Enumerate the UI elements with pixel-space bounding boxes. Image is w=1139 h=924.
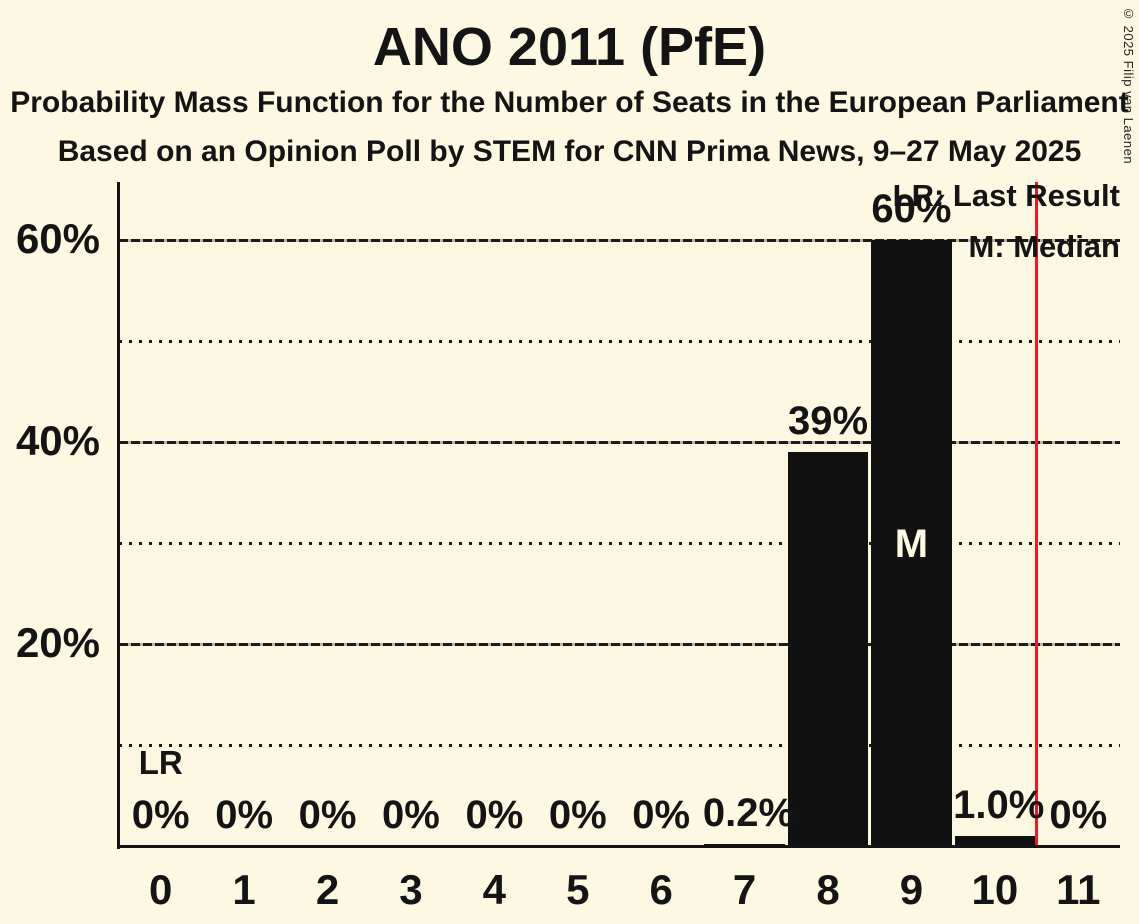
x-axis-label-5: 5	[566, 866, 590, 913]
x-axis-label-9: 9	[899, 866, 924, 913]
x-axis-label-3: 3	[399, 866, 423, 913]
x-axis-label-6: 6	[649, 866, 673, 913]
bar-value-label-1: 0%	[215, 793, 274, 837]
bar-value-label-2: 0%	[298, 793, 357, 837]
gridline-40pct	[119, 441, 1120, 444]
bar-value-label-5: 0%	[548, 793, 607, 837]
bar-value-label-6: 0%	[632, 793, 691, 837]
x-axis-label-4: 4	[482, 866, 507, 913]
bar-value-label-9: 60%	[871, 187, 952, 231]
bar-value-label-10: 1.0%	[953, 783, 1045, 827]
x-axis-label-8: 8	[816, 866, 840, 913]
gridline-30pct	[119, 541, 1120, 545]
chart-poll-source: Based on an Opinion Poll by STEM for CNN…	[57, 135, 1082, 168]
x-axis-label-0: 0	[149, 866, 173, 913]
gridline-10pct	[119, 743, 1120, 747]
chart-subtitle: Probability Mass Function for the Number…	[10, 86, 1129, 119]
last-result-marker-label: LR	[138, 744, 183, 781]
gridline-60pct	[119, 239, 1120, 242]
x-axis-label-1: 1	[232, 866, 256, 913]
legend-median: M: Median	[968, 229, 1120, 264]
bar-seats-10	[954, 836, 1036, 846]
legend-last-result: LR: Last Result	[892, 178, 1120, 213]
x-axis-label-10: 10	[971, 866, 1019, 913]
bar-seats-9	[871, 240, 952, 846]
median-marker: M	[894, 522, 929, 566]
x-axis-label-11: 11	[1056, 866, 1101, 913]
y-axis-label-20%: 20%	[15, 619, 100, 666]
y-axis-label-60%: 60%	[15, 215, 100, 262]
x-axis-label-2: 2	[315, 866, 340, 913]
x-axis-label-7: 7	[732, 866, 757, 913]
bar-seats-8	[787, 452, 869, 846]
chart-title: ANO 2011 (PfE)	[372, 17, 767, 77]
gridline-20pct	[119, 643, 1120, 646]
gridline-50pct	[119, 339, 1120, 343]
x-axis	[117, 845, 1120, 848]
bar-value-label-3: 0%	[382, 793, 440, 837]
bar-value-label-7: 0.2%	[702, 791, 795, 835]
bar-value-label-11: 0%	[1049, 793, 1108, 837]
bar-value-label-0: 0%	[131, 793, 190, 837]
y-axis	[117, 182, 120, 849]
bar-value-label-4: 0%	[465, 793, 524, 837]
bar-value-label-8: 39%	[788, 399, 869, 443]
last-result-line	[1035, 182, 1039, 845]
copyright-notice: © 2025 Filip van Laenen	[1121, 6, 1136, 165]
y-axis-label-40%: 40%	[15, 417, 100, 464]
